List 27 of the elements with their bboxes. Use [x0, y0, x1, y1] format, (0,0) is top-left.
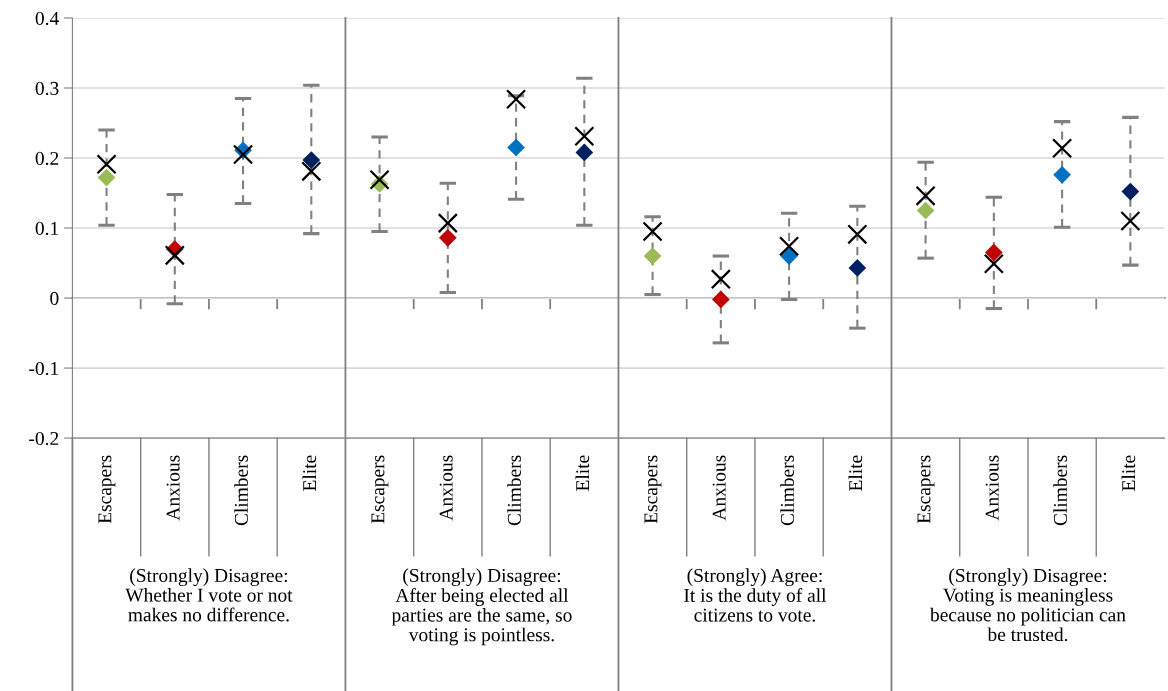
y-tick-label: -0.2: [29, 431, 59, 446]
text: (Strongly) Disagree: Whether I vote or not makes no difference.: [125, 568, 293, 622]
x-tick-label: Elite: [848, 455, 863, 491]
x-tick-label: Escapers: [917, 455, 935, 524]
x-tick-label: Anxious: [712, 455, 726, 521]
x-tick-label: Elite: [575, 455, 590, 491]
x-tick-label: Escapers: [644, 455, 662, 524]
y-tick-label: 0.3: [35, 81, 59, 96]
x-tick-label: Elite: [1121, 455, 1136, 491]
text: (Strongly) Disagree: Voting is meaningless because no politician can be trusted.: [929, 568, 1126, 642]
y-tick-label: 0: [50, 291, 59, 305]
x-tick-label: Elite: [302, 455, 317, 491]
text: (Strongly) Agree: It is the duty of all citizens to vote.: [684, 568, 827, 622]
x-tick-label: Anxious: [439, 455, 453, 521]
x-tick-label: Climbers: [780, 455, 794, 526]
text: (Strongly) Disagree: After being elected all parties are the same, so voting is pointless.: [391, 568, 572, 646]
x-tick-label: Climbers: [1053, 455, 1067, 526]
x-tick-label: Escapers: [98, 455, 116, 524]
x-tick-label: Climbers: [507, 455, 521, 526]
y-tick-label: 0.2: [35, 151, 59, 166]
x-tick-label: Anxious: [166, 455, 180, 521]
x-tick-label: Escapers: [371, 455, 389, 524]
y-tick-label: 0.1: [35, 221, 59, 236]
y-tick-label: -0.1: [29, 361, 59, 376]
y-tick-label: 0.4: [35, 11, 59, 25]
x-tick-label: Anxious: [985, 455, 999, 521]
x-tick-label: Climbers: [234, 455, 248, 526]
